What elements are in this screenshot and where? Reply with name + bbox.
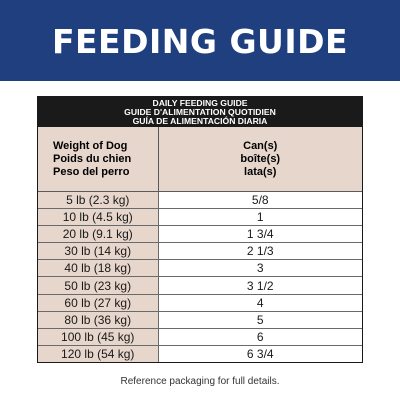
cans-cell: 1 3/4 xyxy=(158,225,362,244)
cans-column-header: Can(s) boîte(s) lata(s) xyxy=(158,127,362,192)
weight-cell: 40 lb (18 kg) xyxy=(38,259,159,278)
cans-cell: 5/8 xyxy=(158,191,362,210)
table-row: 20 lb (9.1 kg) 1 3/4 xyxy=(38,225,362,244)
feeding-table: DAILY FEEDING GUIDE GUIDE D'ALIMENTATION… xyxy=(37,96,363,363)
weight-cell: 80 lb (36 kg) xyxy=(38,311,159,329)
table-title-en: DAILY FEEDING GUIDE xyxy=(152,98,248,108)
weight-header-es: Peso del perro xyxy=(53,165,130,178)
weight-cell: 100 lb (45 kg) xyxy=(38,328,159,346)
table-row: 5 lb (2.3 kg) 5/8 xyxy=(38,191,362,210)
page-title: FEEDING GUIDE xyxy=(51,22,349,61)
cans-cell: 3 xyxy=(158,259,362,278)
cans-header-es: lata(s) xyxy=(244,165,277,178)
header-row: Weight of Dog Poids du chien Peso del pe… xyxy=(38,127,362,192)
table-row: 120 lb (54 kg) 6 3/4 xyxy=(38,345,362,362)
reference-footnote: Reference packaging for full details. xyxy=(120,376,280,387)
table-title: DAILY FEEDING GUIDE GUIDE D'ALIMENTATION… xyxy=(38,97,362,127)
weight-cell: 120 lb (54 kg) xyxy=(38,345,159,362)
table-row: 60 lb (27 kg) 4 xyxy=(38,294,362,312)
table-row: 50 lb (23 kg) 3 1/2 xyxy=(38,276,362,295)
cans-header-en: Can(s) xyxy=(243,139,278,152)
cans-cell: 1 xyxy=(158,208,362,227)
weight-column-header: Weight of Dog Poids du chien Peso del pe… xyxy=(38,127,159,192)
cans-cell: 4 xyxy=(158,294,362,312)
cans-cell: 6 xyxy=(158,328,362,346)
cans-cell: 6 3/4 xyxy=(158,345,362,362)
weight-header-fr: Poids du chien xyxy=(53,152,132,165)
weight-header-en: Weight of Dog xyxy=(53,139,128,152)
cans-cell: 5 xyxy=(158,311,362,329)
table-row: 10 lb (4.5 kg) 1 xyxy=(38,208,362,227)
weight-cell: 20 lb (9.1 kg) xyxy=(38,225,159,244)
weight-cell: 30 lb (14 kg) xyxy=(38,242,159,261)
cans-cell: 3 1/2 xyxy=(158,276,362,295)
cans-header-fr: boîte(s) xyxy=(240,152,281,165)
title-banner: FEEDING GUIDE xyxy=(0,0,400,81)
weight-cell: 10 lb (4.5 kg) xyxy=(38,208,159,227)
table-row: 100 lb (45 kg) 6 xyxy=(38,328,362,346)
weight-cell: 5 lb (2.3 kg) xyxy=(38,191,159,210)
feeding-grid: Weight of Dog Poids du chien Peso del pe… xyxy=(38,127,362,362)
table-row: 80 lb (36 kg) 5 xyxy=(38,311,362,329)
table-row: 30 lb (14 kg) 2 1/3 xyxy=(38,242,362,261)
weight-cell: 50 lb (23 kg) xyxy=(38,276,159,295)
cans-cell: 2 1/3 xyxy=(158,242,362,261)
table-title-fr: GUIDE D'ALIMENTATION QUOTIDIEN xyxy=(124,107,276,117)
weight-cell: 60 lb (27 kg) xyxy=(38,294,159,312)
table-title-es: GUÍA DE ALIMENTACIÓN DIARIA xyxy=(132,116,268,126)
table-row: 40 lb (18 kg) 3 xyxy=(38,259,362,278)
